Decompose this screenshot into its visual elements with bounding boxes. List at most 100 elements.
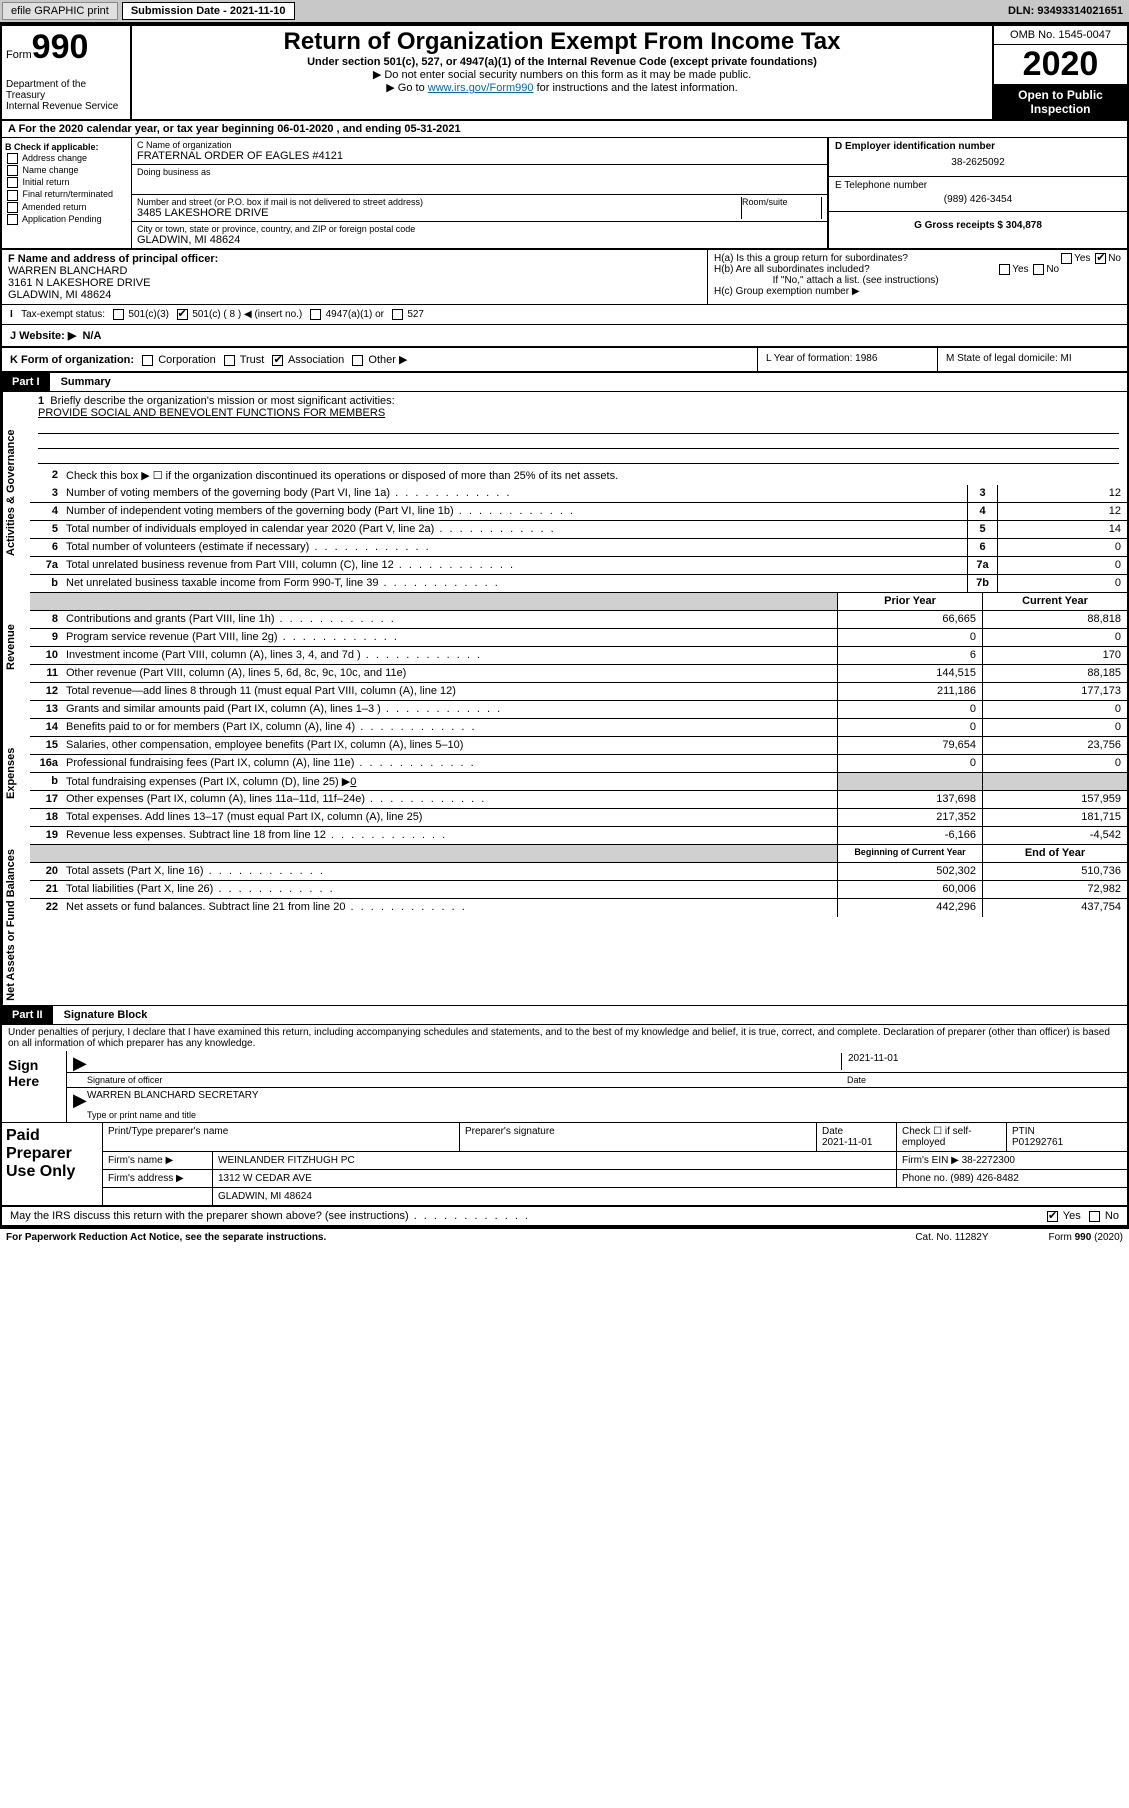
cb-final[interactable] <box>7 190 18 201</box>
c-name-label: C Name of organization <box>137 140 822 150</box>
hb-note: If "No," attach a list. (see instruction… <box>714 275 1121 286</box>
curr-year-hdr: Current Year <box>982 593 1127 610</box>
gross-receipts: G Gross receipts $ 304,878 <box>829 212 1127 234</box>
firm-addr1: 1312 W CEDAR AVE <box>213 1170 897 1187</box>
beg-year-hdr: Beginning of Current Year <box>837 845 982 862</box>
cb-trust[interactable] <box>224 355 235 366</box>
ein: 38-2625092 <box>835 152 1121 173</box>
paid-preparer-label: Paid Preparer Use Only <box>2 1123 102 1205</box>
prep-name-label: Print/Type preparer's name <box>103 1123 460 1151</box>
cb-initial[interactable] <box>7 177 18 188</box>
row-i: I Tax-exempt status: 501(c)(3) 501(c) ( … <box>2 305 1127 325</box>
val6: 0 <box>997 539 1127 556</box>
city: GLADWIN, MI 48624 <box>137 234 822 246</box>
cb-501c[interactable] <box>177 309 188 320</box>
row-k: K Form of organization: Corporation Trus… <box>2 348 1127 373</box>
cb-discuss-yes[interactable] <box>1047 1211 1058 1222</box>
dba-label: Doing business as <box>137 167 822 177</box>
cb-hb-no[interactable] <box>1033 264 1044 275</box>
line6: Total number of volunteers (estimate if … <box>62 539 967 556</box>
date-label: Date <box>841 1075 1121 1085</box>
form-subtitle: Under section 501(c), 527, or 4947(a)(1)… <box>138 56 986 68</box>
page-footer: For Paperwork Reduction Act Notice, see … <box>0 1229 1129 1246</box>
street-label: Number and street (or P.O. box if mail i… <box>137 197 741 207</box>
net-assets-section: Net Assets or Fund Balances Beginning of… <box>2 845 1127 1006</box>
signer-name: WARREN BLANCHARD SECRETARY <box>87 1090 259 1108</box>
officer-addr2: GLADWIN, MI 48624 <box>8 289 701 301</box>
cb-ha-yes[interactable] <box>1061 253 1072 264</box>
line4: Number of independent voting members of … <box>62 503 967 520</box>
firm-phone: (989) 426-8482 <box>950 1173 1018 1184</box>
prior-year-hdr: Prior Year <box>837 593 982 610</box>
d-ein-label: D Employer identification number <box>835 141 1121 152</box>
officer-addr1: 3161 N LAKESHORE DRIVE <box>8 277 701 289</box>
cb-name[interactable] <box>7 165 18 176</box>
hb-label: H(b) Are all subordinates included? <box>714 264 870 275</box>
irs-link[interactable]: www.irs.gov/Form990 <box>428 82 534 94</box>
cb-501c3[interactable] <box>113 309 124 320</box>
city-label: City or town, state or province, country… <box>137 224 822 234</box>
row-a-period: A For the 2020 calendar year, or tax yea… <box>2 121 1127 138</box>
side-revenue: Revenue <box>2 593 30 701</box>
tax-year: 2020 <box>994 45 1127 85</box>
cb-corp[interactable] <box>142 355 153 366</box>
e-phone-label: E Telephone number <box>835 180 1121 191</box>
cb-hb-yes[interactable] <box>999 264 1010 275</box>
prep-sig-label: Preparer's signature <box>460 1123 817 1151</box>
end-year-hdr: End of Year <box>982 845 1127 862</box>
val7a: 0 <box>997 557 1127 574</box>
cb-ha-no[interactable] <box>1095 253 1106 264</box>
side-netassets: Net Assets or Fund Balances <box>2 845 30 1005</box>
part2-header: Part II Signature Block <box>2 1006 1127 1025</box>
form-number: 990 <box>32 28 89 66</box>
paid-preparer-block: Paid Preparer Use Only Print/Type prepar… <box>2 1123 1127 1207</box>
mission-text: PROVIDE SOCIAL AND BENEVOLENT FUNCTIONS … <box>38 407 1119 419</box>
goto-note: ▶ Go to www.irs.gov/Form990 for instruct… <box>138 81 986 94</box>
cb-527[interactable] <box>392 309 403 320</box>
cb-amended[interactable] <box>7 202 18 213</box>
top-bar: efile GRAPHIC print Submission Date - 20… <box>0 0 1129 24</box>
arrow-icon: ▶ <box>73 1090 87 1108</box>
officer-sig-label: Signature of officer <box>87 1075 841 1085</box>
phone: (989) 426-3454 <box>835 191 1121 208</box>
cb-assoc[interactable] <box>272 355 283 366</box>
cb-discuss-no[interactable] <box>1089 1211 1100 1222</box>
firm-ein: 38-2272300 <box>962 1155 1015 1166</box>
form-title: Return of Organization Exempt From Incom… <box>138 28 986 56</box>
line7b: Net unrelated business taxable income fr… <box>62 575 967 592</box>
form-990: Form990 Department of the Treasury Inter… <box>0 24 1129 1229</box>
cb-other[interactable] <box>352 355 363 366</box>
line3: Number of voting members of the governin… <box>62 485 967 502</box>
arrow-icon: ▶ <box>73 1053 87 1070</box>
org-name: FRATERNAL ORDER OF EAGLES #4121 <box>137 150 822 162</box>
type-print-label: Type or print name and title <box>67 1110 1127 1122</box>
year-formation: L Year of formation: 1986 <box>757 348 937 371</box>
ptin: P01292761 <box>1012 1137 1063 1148</box>
f-label: F Name and address of principal officer: <box>8 253 701 265</box>
form-label: Form <box>6 49 32 61</box>
revenue-section: Revenue Prior YearCurrent Year 8Contribu… <box>2 593 1127 701</box>
val7b: 0 <box>997 575 1127 592</box>
form-ref: Form 990 (2020) <box>1049 1232 1123 1243</box>
room-label: Room/suite <box>742 197 821 207</box>
firm-addr2: GLADWIN, MI 48624 <box>213 1188 1127 1205</box>
cb-address[interactable] <box>7 153 18 164</box>
hc-label: H(c) Group exemption number ▶ <box>714 286 1121 297</box>
open-inspection: Open to Public Inspection <box>994 85 1127 119</box>
cb-4947[interactable] <box>310 309 321 320</box>
website: N/A <box>82 330 101 342</box>
expenses-section: Expenses 13Grants and similar amounts pa… <box>2 701 1127 845</box>
side-governance: Activities & Governance <box>2 392 30 593</box>
sig-declaration: Under penalties of perjury, I declare th… <box>2 1025 1127 1051</box>
cb-pending[interactable] <box>7 214 18 225</box>
efile-btn[interactable]: efile GRAPHIC print <box>2 2 118 20</box>
part1-header: Part I Summary <box>2 373 1127 392</box>
ssn-note: ▶ Do not enter social security numbers o… <box>138 68 986 81</box>
cat-no: Cat. No. 11282Y <box>915 1232 988 1243</box>
sign-here-block: Sign Here ▶2021-11-01 Signature of offic… <box>2 1051 1127 1123</box>
street: 3485 LAKESHORE DRIVE <box>137 207 741 219</box>
line7a: Total unrelated business revenue from Pa… <box>62 557 967 574</box>
self-emp-label: Check ☐ if self-employed <box>897 1123 1007 1151</box>
firm-name: WEINLANDER FITZHUGH PC <box>213 1152 897 1169</box>
line5: Total number of individuals employed in … <box>62 521 967 538</box>
